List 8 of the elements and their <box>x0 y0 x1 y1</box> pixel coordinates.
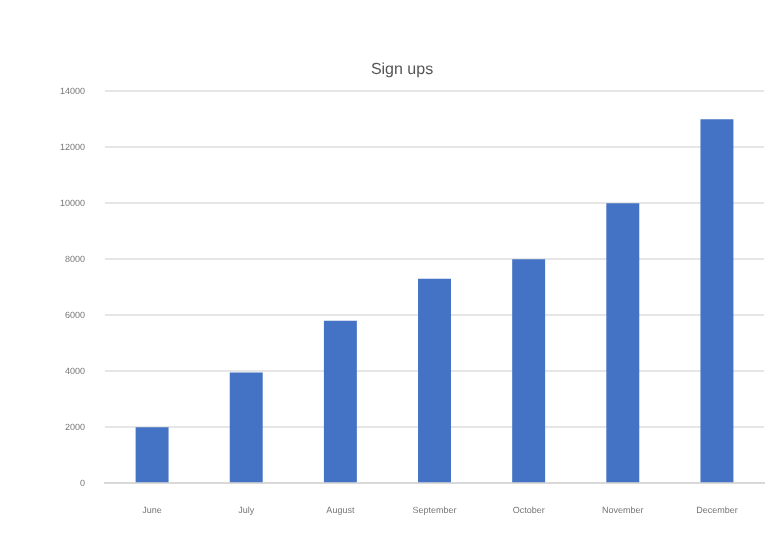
bar <box>700 119 734 483</box>
chart-title: Sign ups <box>370 60 434 79</box>
bar <box>512 259 546 483</box>
bar <box>229 372 263 483</box>
bar <box>323 320 357 483</box>
bar <box>135 427 169 483</box>
bar <box>606 203 640 483</box>
bar <box>418 278 451 483</box>
